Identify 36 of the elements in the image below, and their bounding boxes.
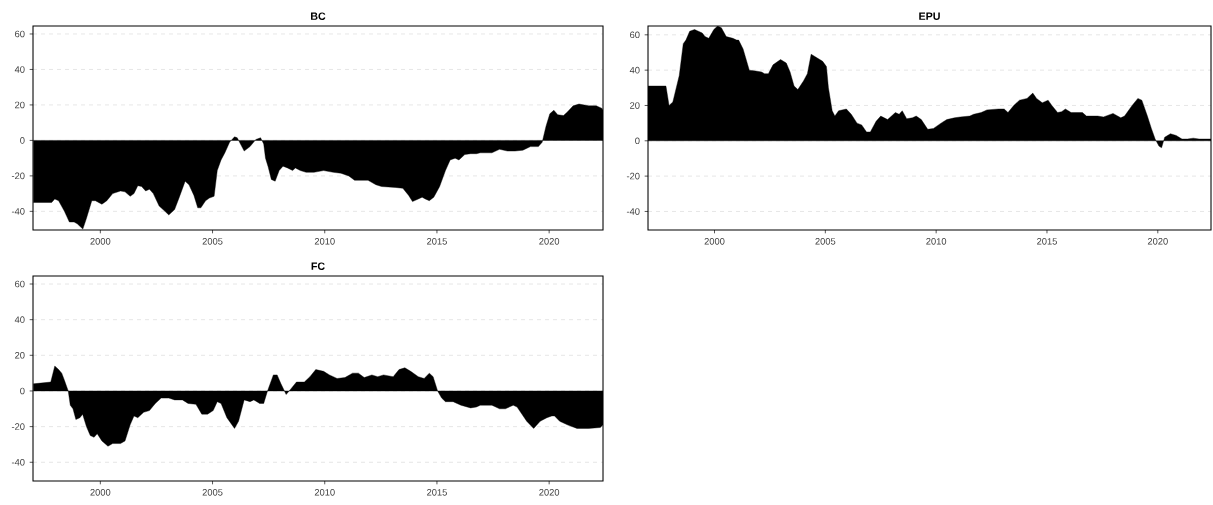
x-tick-label: 2015 bbox=[1037, 238, 1057, 245]
y-tick-label: -20 bbox=[11, 172, 25, 180]
y-tick-label: -20 bbox=[11, 423, 25, 430]
x-tick-label: 2005 bbox=[202, 489, 223, 496]
y-tick-label: 20 bbox=[630, 102, 640, 109]
y-tick-label: 40 bbox=[14, 66, 25, 73]
x-tick-label: 2010 bbox=[314, 489, 335, 496]
y-tick-label: 60 bbox=[15, 30, 25, 38]
y-tick-label: 20 bbox=[15, 352, 25, 359]
chart-title: BC bbox=[311, 12, 326, 20]
y-tick-label: 40 bbox=[14, 316, 25, 323]
chart-title: EPU bbox=[919, 12, 940, 20]
y-tick-label: -40 bbox=[11, 458, 25, 466]
x-tick-label: 2020 bbox=[1147, 238, 1168, 245]
y-tick-label: 60 bbox=[15, 280, 25, 288]
x-tick-label: 2005 bbox=[202, 238, 223, 245]
x-tick-label: 2015 bbox=[427, 489, 447, 496]
y-tick-label: -20 bbox=[626, 172, 640, 180]
x-tick-label: 2020 bbox=[539, 238, 560, 245]
y-tick-label: 40 bbox=[629, 66, 640, 74]
chart-title: FC bbox=[311, 262, 325, 270]
y-tick-label: -40 bbox=[626, 208, 640, 215]
y-tick-label: 0 bbox=[635, 137, 640, 145]
y-tick-label: 60 bbox=[630, 31, 640, 39]
y-tick-label: 20 bbox=[15, 101, 25, 109]
x-tick-label: 2000 bbox=[90, 238, 111, 245]
x-tick-label: 2010 bbox=[926, 238, 947, 245]
x-tick-label: 2015 bbox=[427, 238, 447, 245]
x-tick-label: 2000 bbox=[704, 238, 725, 245]
x-tick-label: 2000 bbox=[90, 489, 111, 496]
y-tick-label: -40 bbox=[11, 208, 25, 215]
x-tick-label: 2010 bbox=[314, 238, 335, 245]
x-tick-label: 2005 bbox=[815, 238, 836, 245]
y-tick-label: 0 bbox=[20, 137, 25, 144]
y-tick-label: 0 bbox=[20, 387, 25, 395]
x-tick-label: 2020 bbox=[539, 489, 560, 496]
